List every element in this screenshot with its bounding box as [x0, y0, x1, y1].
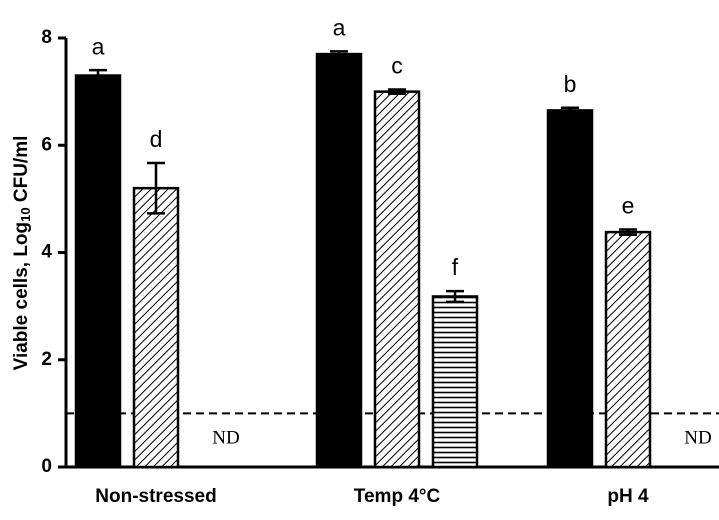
error-bar [330, 50, 348, 59]
significance-letter: f [452, 254, 459, 280]
bar [546, 109, 594, 469]
error-bar [446, 289, 464, 304]
error-bar [619, 228, 637, 237]
bar [132, 186, 180, 469]
bar [74, 74, 122, 469]
nd-label: ND [684, 428, 711, 449]
y-axis-label: Viable cells, Log10 CFU/ml [11, 136, 33, 371]
bar [604, 230, 652, 469]
error-bar [147, 161, 165, 215]
bar [431, 295, 479, 469]
nd-label: ND [212, 428, 239, 449]
bar [315, 52, 363, 469]
y-tick-label: 2 [41, 349, 52, 370]
y-tick-label: 8 [41, 27, 52, 48]
significance-letter: d [150, 126, 163, 152]
x-tick-label: pH 4 [607, 486, 649, 507]
y-tick-label: 6 [41, 134, 52, 155]
x-tick-label: Temp 4°C [354, 486, 441, 507]
y-tick-label: 0 [41, 456, 52, 477]
significance-letter: e [622, 193, 635, 219]
error-bar [561, 106, 579, 115]
significance-letter: a [92, 33, 105, 59]
error-bar [388, 88, 406, 96]
y-tick-label: 4 [41, 242, 52, 263]
significance-letter: c [391, 53, 403, 79]
error-bar [89, 68, 107, 83]
significance-letter: b [564, 71, 577, 97]
x-tick-label: Non-stressed [95, 486, 216, 507]
bar [373, 90, 421, 469]
significance-letter: a [333, 14, 346, 40]
